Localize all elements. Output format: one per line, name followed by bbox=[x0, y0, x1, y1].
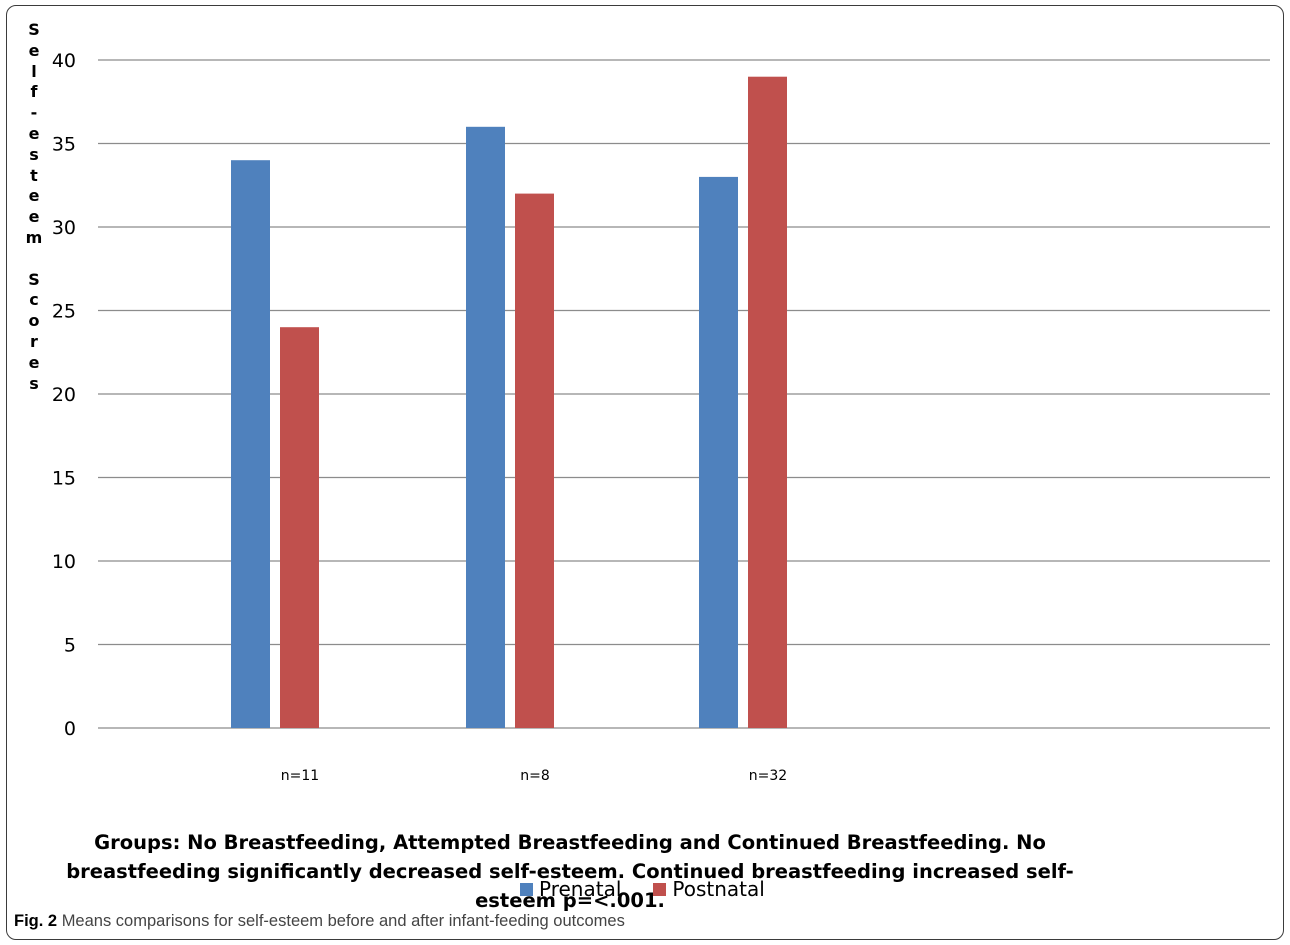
bar-postnatal-0 bbox=[280, 327, 319, 728]
legend-label-postnatal: Postnatal bbox=[672, 877, 765, 901]
y-axis-label-letter: c bbox=[29, 290, 39, 310]
y-axis-label-letter: e bbox=[28, 207, 40, 227]
y-axis-label-letter: e bbox=[28, 40, 40, 60]
y-tick-labels: 0 5 10 15 20 25 30 35 40 bbox=[52, 50, 76, 740]
x-tick-labels: n=11 n=8 n=32 bbox=[281, 768, 787, 784]
y-axis-label-letter: l bbox=[31, 61, 37, 81]
y-axis-label-letter: o bbox=[28, 311, 40, 331]
figure-caption: Fig. 2 Means comparisons for self-esteem… bbox=[14, 912, 625, 931]
bar-prenatal-1 bbox=[466, 126, 505, 729]
gridlines bbox=[98, 59, 1270, 729]
y-axis-label-letter: m bbox=[25, 227, 43, 247]
y-axis-label-letter: S bbox=[28, 20, 40, 39]
y-axis-label-letter: s bbox=[29, 144, 39, 164]
y-axis-label-letter: e bbox=[28, 123, 40, 143]
y-axis-label-letter: s bbox=[29, 373, 39, 393]
figure-caption-text: Means comparisons for self-esteem before… bbox=[61, 912, 625, 930]
bar-postnatal-2 bbox=[748, 76, 787, 728]
x-tick-label: n=11 bbox=[281, 768, 319, 784]
y-axis-label-letter bbox=[31, 249, 37, 270]
legend-swatch-prenatal bbox=[520, 882, 533, 896]
y-axis-label-letter: t bbox=[30, 165, 38, 185]
y-axis-label-letter: e bbox=[28, 186, 40, 206]
bars bbox=[231, 76, 787, 729]
y-tick-label: 10 bbox=[52, 551, 76, 573]
y-axis-label-letter: e bbox=[28, 352, 40, 372]
x-tick-label: n=8 bbox=[520, 768, 550, 784]
bar-postnatal-1 bbox=[515, 193, 554, 729]
y-tick-label: 5 bbox=[64, 635, 76, 657]
legend-item-prenatal: Prenatal bbox=[520, 877, 621, 901]
legend-item-postnatal: Postnatal bbox=[653, 877, 765, 901]
y-tick-label: 25 bbox=[52, 301, 76, 323]
legend: Prenatal Postnatal bbox=[520, 877, 765, 901]
y-tick-label: 0 bbox=[64, 718, 76, 740]
y-axis-label-letter: f bbox=[30, 82, 38, 102]
y-axis-label-letter: r bbox=[30, 331, 38, 351]
y-axis-label-letter: - bbox=[30, 103, 38, 123]
legend-swatch-postnatal bbox=[653, 882, 667, 896]
y-tick-label: 20 bbox=[52, 384, 76, 406]
y-tick-label: 35 bbox=[52, 134, 76, 156]
chart-note: Groups: No Breastfeeding, Attempted Brea… bbox=[66, 831, 1074, 912]
y-tick-label: 30 bbox=[52, 217, 76, 239]
y-tick-label: 15 bbox=[52, 468, 76, 490]
bar-prenatal-0 bbox=[231, 160, 270, 728]
x-tick-label: n=32 bbox=[749, 768, 787, 784]
y-tick-label: 40 bbox=[52, 50, 76, 72]
figure-frame bbox=[6, 5, 1284, 940]
y-axis-label-letter: S bbox=[28, 269, 40, 289]
figure-number: Fig. 2 bbox=[14, 912, 58, 930]
bar-prenatal-2 bbox=[699, 176, 738, 728]
legend-label-prenatal: Prenatal bbox=[539, 877, 622, 901]
